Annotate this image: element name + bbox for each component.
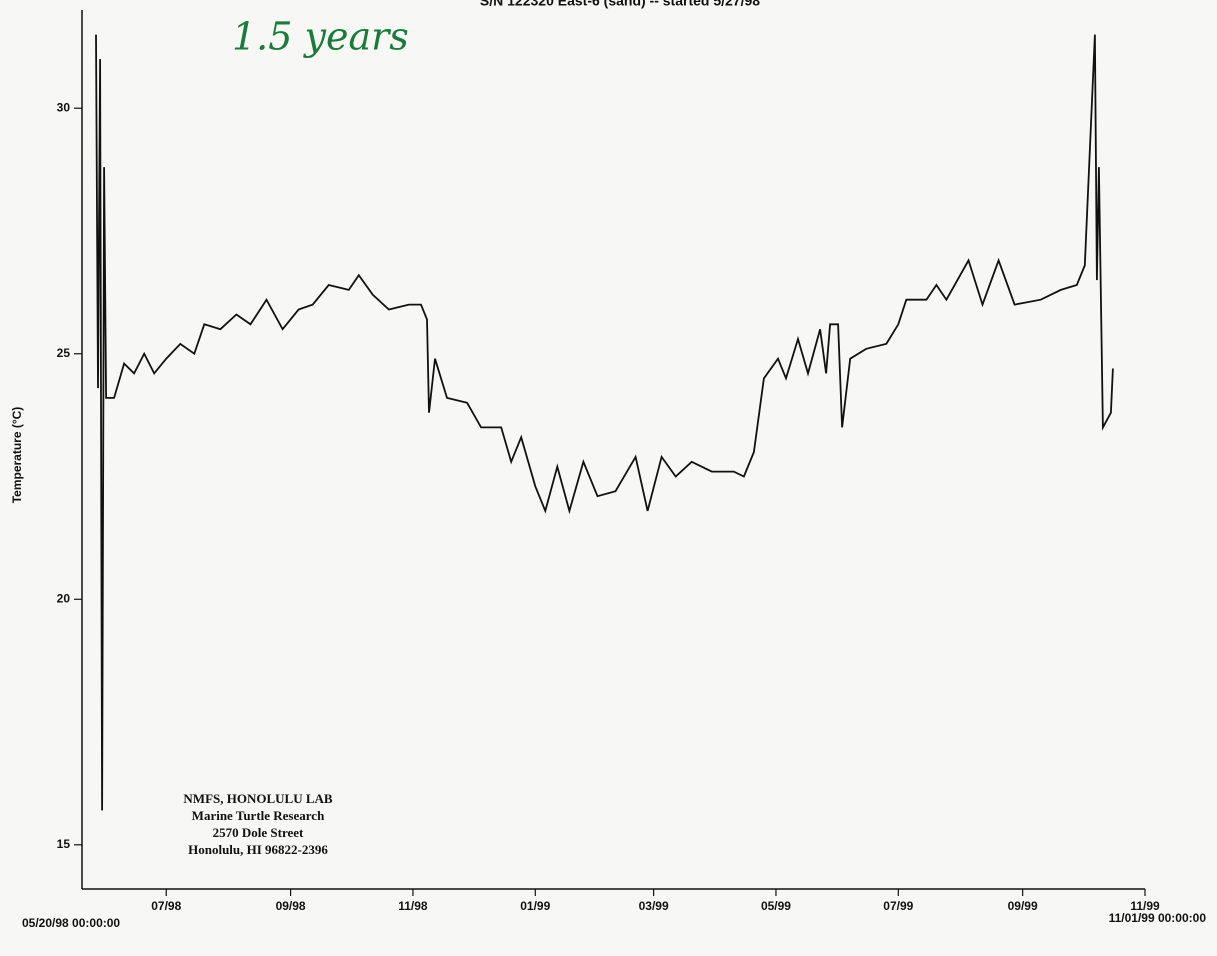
x-tick-label: 11/99 <box>1130 899 1160 913</box>
footer-note: 2570 Dole Street <box>213 825 304 840</box>
footer-note: Marine Turtle Research <box>192 808 325 823</box>
y-tick-label: 15 <box>57 837 71 851</box>
y-tick-label: 20 <box>57 591 71 605</box>
handwritten-note: 1.5 years <box>232 15 409 59</box>
x-tick-label: 03/99 <box>639 899 669 913</box>
x-tick-label: 07/98 <box>151 899 181 913</box>
y-tick-label: 25 <box>57 346 71 360</box>
y-axis-label: Temperature (°C) <box>10 407 24 504</box>
chart-title: S/N 122320 East-6 (sand) -- started 5/27… <box>480 0 760 9</box>
footer-note: Honolulu, HI 96822-2396 <box>188 842 328 857</box>
x-tick-label: 01/99 <box>520 899 550 913</box>
x-tick-label: 05/99 <box>761 899 791 913</box>
footer-note: NMFS, HONOLULU LAB <box>183 791 332 806</box>
y-tick-label: 30 <box>57 100 71 114</box>
temperature-line <box>95 34 1114 811</box>
x-start-label: 05/20/98 00:00:00 <box>22 916 120 930</box>
x-tick-label: 07/99 <box>883 899 913 913</box>
x-tick-label: 11/98 <box>398 899 428 913</box>
x-tick-label: 09/99 <box>1008 899 1038 913</box>
x-end-label: 11/01/99 00:00:00 <box>1109 911 1207 925</box>
x-tick-label: 09/98 <box>276 899 306 913</box>
